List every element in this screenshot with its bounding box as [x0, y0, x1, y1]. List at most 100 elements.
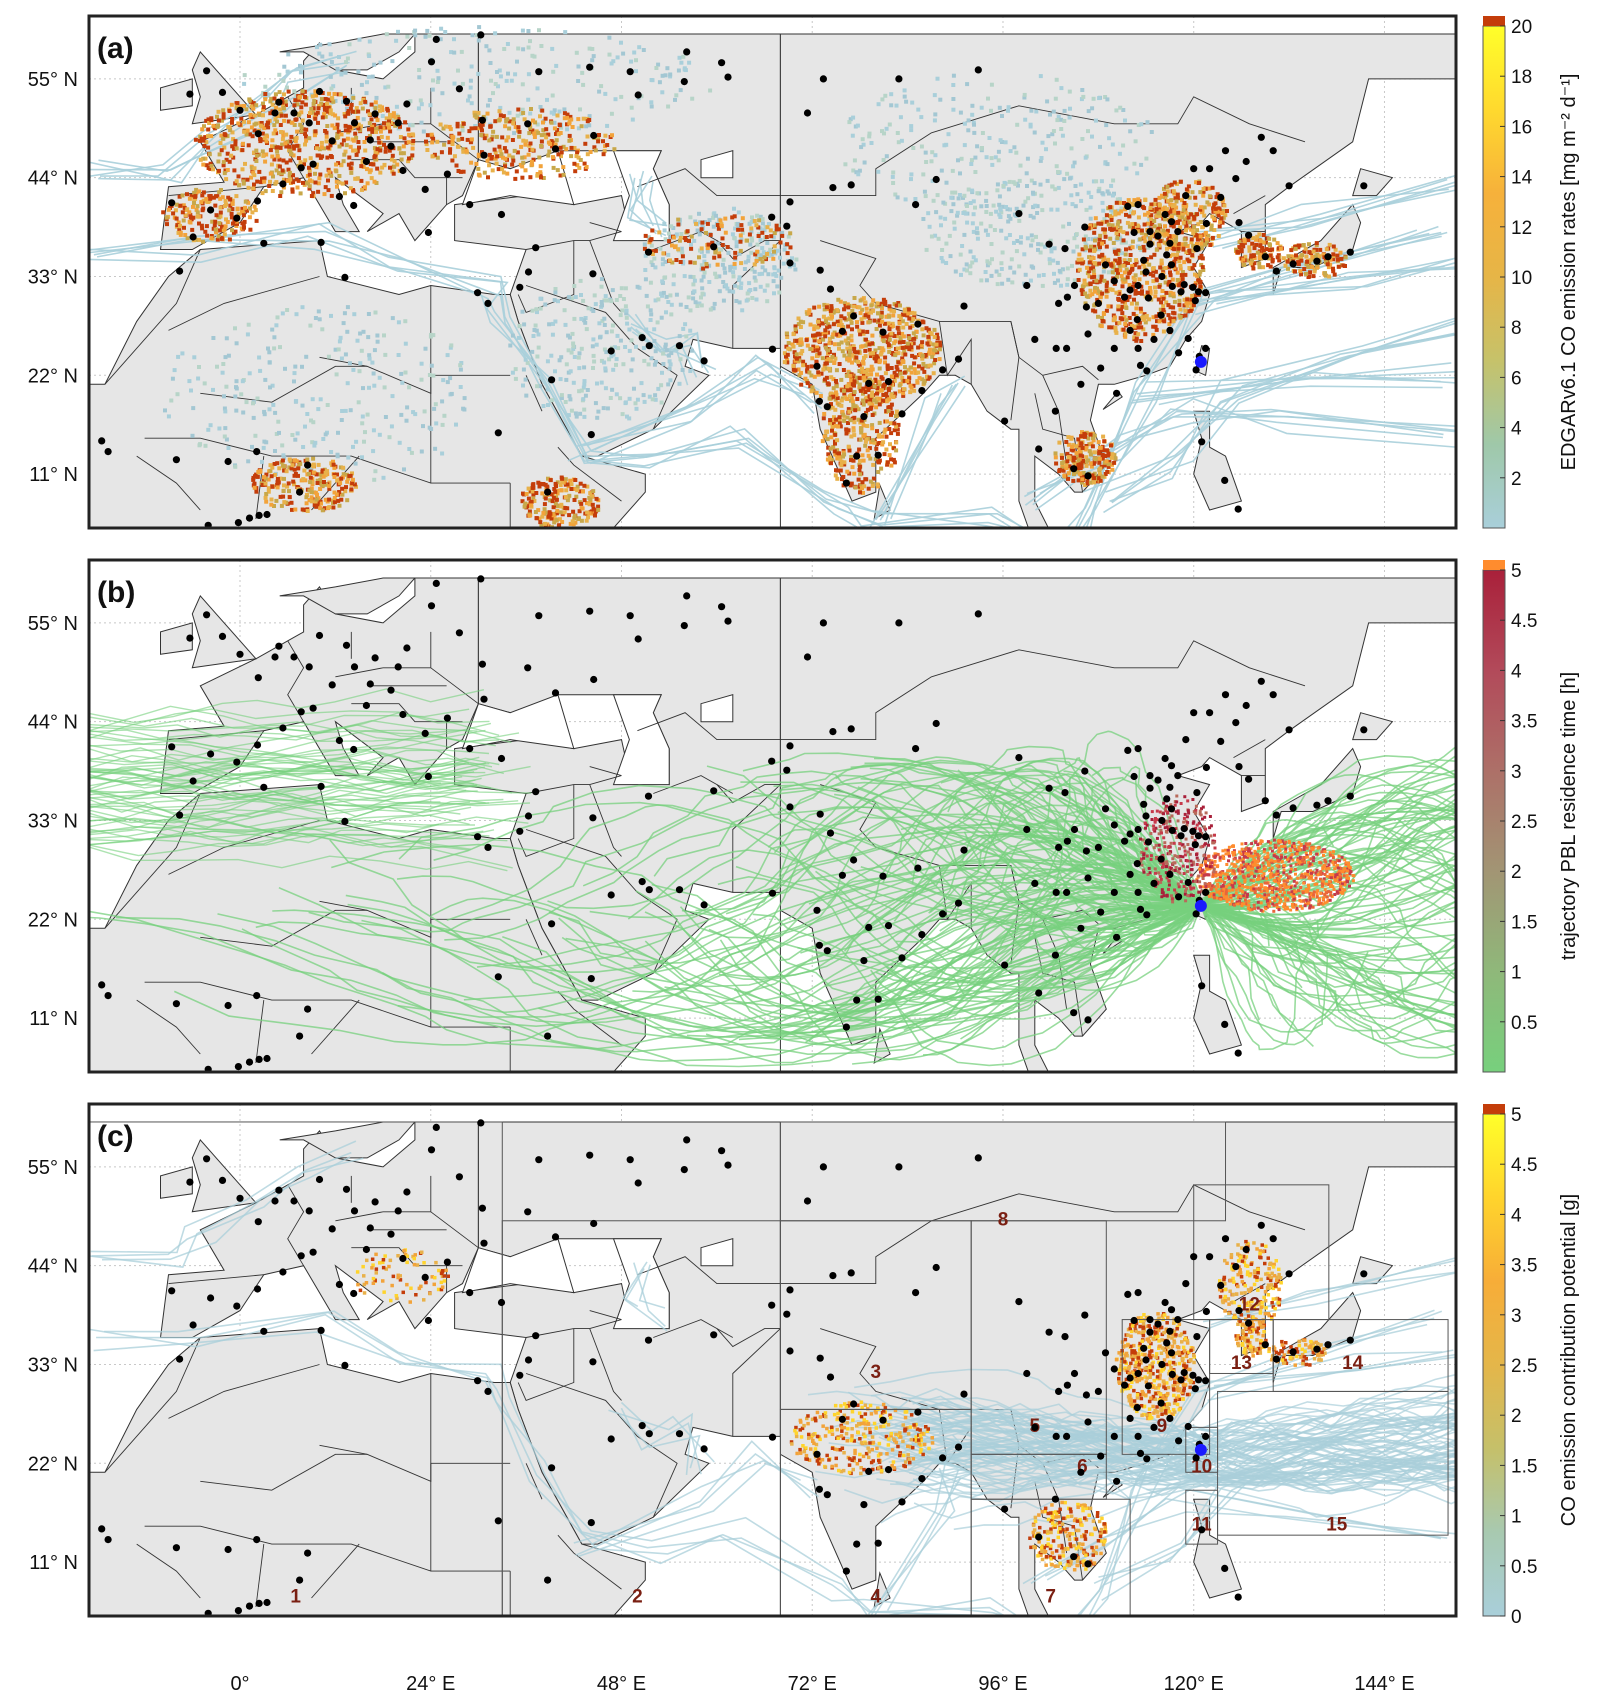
emission-hot	[390, 153, 395, 158]
emission-low	[775, 284, 780, 289]
emission-hot	[844, 373, 849, 378]
emission-hot	[1081, 470, 1086, 475]
emission-hot	[1174, 205, 1179, 210]
emission-low	[999, 210, 1004, 215]
emission-hot	[572, 486, 577, 491]
emission-hot	[236, 121, 241, 126]
emission-hot	[1164, 300, 1169, 305]
emission-hot	[855, 397, 860, 401]
emission-low	[754, 297, 759, 302]
emission-hot	[863, 313, 868, 318]
emission-hot	[219, 148, 224, 153]
emission-hot	[1086, 458, 1091, 463]
emission-hot	[323, 97, 328, 101]
emission-low	[1090, 237, 1095, 242]
emission-hot	[827, 341, 832, 346]
emission-hot	[806, 311, 811, 315]
emission-hot	[835, 448, 840, 453]
emission-hot	[381, 126, 386, 131]
emission-low	[570, 331, 575, 336]
emission-low	[578, 411, 583, 416]
emission-hot	[339, 497, 344, 502]
emission-hot	[909, 385, 914, 390]
emission-low	[669, 351, 674, 356]
emission-hot	[585, 484, 590, 489]
emission-low	[339, 72, 344, 77]
emission-hot	[1181, 207, 1186, 212]
emission-hot	[1173, 196, 1178, 201]
emission-low	[961, 211, 966, 215]
emission-low	[333, 98, 338, 103]
emission-low	[674, 292, 679, 297]
country-border	[255, 456, 265, 520]
emission-hot	[809, 389, 814, 394]
emission-hot	[318, 172, 323, 177]
emission-low	[245, 332, 250, 337]
emission-hot	[1200, 265, 1205, 270]
emission-low	[985, 232, 990, 237]
emission-low	[1124, 166, 1129, 171]
emission-hot	[1085, 481, 1090, 486]
emission-hot	[313, 180, 318, 185]
emission-hot	[937, 357, 942, 362]
emission-hot	[270, 154, 275, 159]
emission-low	[666, 104, 671, 109]
emission-hot	[267, 184, 272, 188]
emission-hot	[858, 388, 863, 393]
emission-low	[1038, 182, 1043, 187]
emission-hot	[288, 158, 293, 163]
emission-hot	[313, 129, 318, 134]
emission-hot	[333, 113, 338, 118]
emission-low	[197, 365, 201, 369]
emission-low	[571, 344, 576, 349]
emission-low	[530, 53, 535, 58]
emission-hot	[1129, 301, 1134, 306]
ship-track	[890, 383, 957, 520]
emission-low	[618, 313, 623, 318]
emission-hot	[356, 126, 361, 131]
emission-hot	[234, 103, 239, 108]
emission-hot	[1172, 259, 1177, 264]
emission-hot	[1076, 462, 1081, 467]
emission-low	[753, 278, 758, 283]
emission-hot	[822, 364, 827, 369]
emission-low	[468, 78, 473, 83]
emission-hot	[316, 120, 320, 125]
emission-low	[407, 385, 412, 390]
emission-hot	[1120, 311, 1125, 316]
emission-hot	[848, 385, 853, 390]
emission-low	[1146, 245, 1151, 250]
emission-low	[1017, 218, 1022, 223]
emission-low	[933, 233, 938, 238]
emission-hot	[313, 89, 318, 94]
emission-low	[1007, 233, 1012, 237]
map-a[interactable]	[73, 16, 1471, 568]
emission-hot	[891, 457, 896, 462]
emission-hot	[1149, 217, 1154, 222]
emission-low	[881, 158, 886, 162]
emission-hot	[296, 97, 301, 102]
emission-low	[1006, 277, 1011, 282]
emission-hot	[859, 418, 864, 423]
emission-hot	[1127, 214, 1132, 219]
emission-hot	[342, 152, 347, 157]
emission-hot	[885, 395, 890, 400]
emission-hot	[829, 391, 834, 396]
emission-hot	[860, 453, 865, 458]
emission-hot	[1123, 322, 1128, 326]
emission-hot	[254, 153, 259, 158]
emission-low	[702, 270, 707, 275]
emission-low	[323, 432, 328, 437]
emission-low	[533, 323, 538, 328]
emission-hot	[852, 390, 857, 394]
emission-hot	[300, 118, 305, 123]
emission-hot	[367, 121, 372, 126]
emission-low	[748, 242, 753, 247]
emission-low	[876, 102, 881, 107]
emission-hot	[877, 420, 882, 425]
emission-hot	[1209, 223, 1214, 228]
emission-hot	[922, 380, 927, 385]
emission-low	[992, 228, 997, 232]
emission-hot	[1166, 313, 1171, 318]
